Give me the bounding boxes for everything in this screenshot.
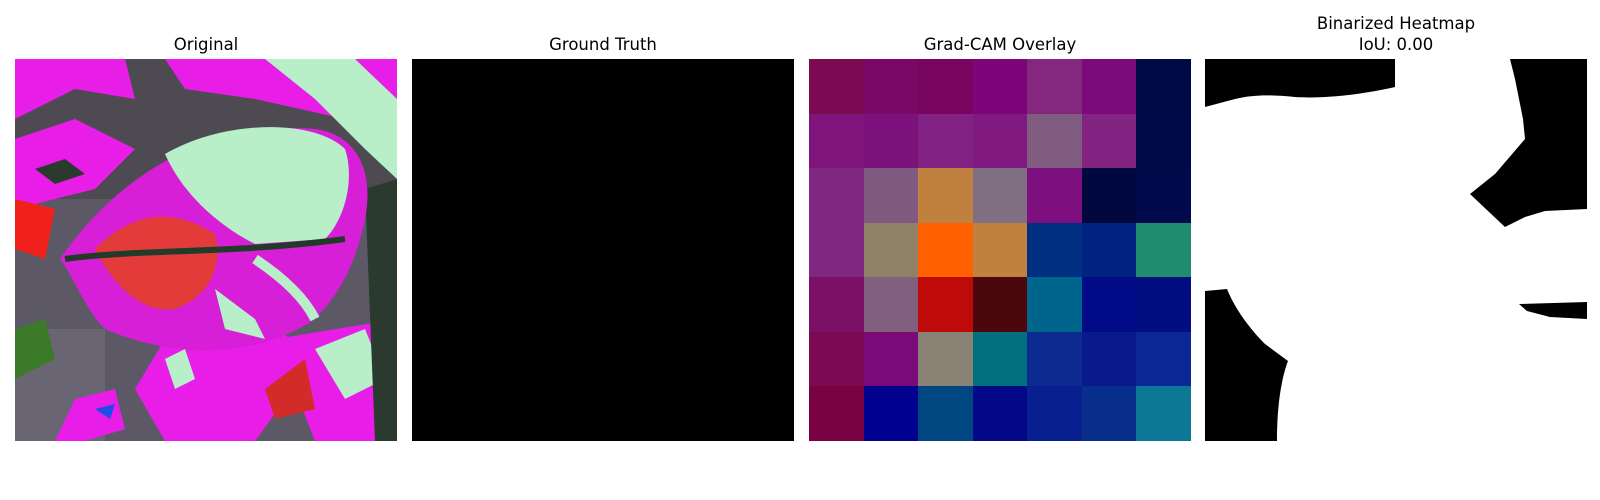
gradcam-cell [1136, 277, 1191, 332]
gradcam-cell [972, 168, 1028, 223]
gradcam-cell [863, 168, 919, 223]
gradcam-cell [918, 59, 973, 114]
ground-truth-panel: Ground Truth [412, 0, 794, 500]
gradcam-overlay [809, 59, 1191, 441]
gradcam-cell [1081, 386, 1137, 441]
gradcam-cell [1027, 59, 1082, 114]
gradcam-cell [1027, 222, 1082, 278]
gradcam-cell [1081, 59, 1137, 114]
gradcam-cell [863, 113, 919, 169]
gradcam-cell [809, 277, 864, 332]
gradcam-cell [1027, 168, 1082, 223]
gradcam-cell [1027, 113, 1082, 169]
gradcam-cell [972, 222, 1028, 278]
gradcam-cell [1027, 386, 1082, 441]
gradcam-cell [918, 386, 973, 441]
gradcam-cell [863, 277, 919, 332]
gradcam-cell [809, 222, 864, 278]
gradcam-cell [1136, 222, 1191, 278]
gradcam-cell [972, 386, 1028, 441]
original-image [15, 59, 397, 441]
gradcam-cell [1081, 277, 1137, 332]
ground-truth-mask [412, 59, 794, 441]
gradcam-cell [863, 386, 919, 441]
ground-truth-title: Ground Truth [549, 35, 657, 54]
original-title: Original [173, 35, 239, 54]
gradcam-cell [863, 331, 919, 387]
gradcam-cell [1136, 168, 1191, 223]
gradcam-cell [972, 113, 1028, 169]
gradcam-heatmap-grid [809, 59, 1191, 441]
original-panel: Original [15, 0, 397, 500]
gradcam-title: Grad-CAM Overlay [923, 35, 1077, 54]
gradcam-cell [918, 331, 973, 387]
gradcam-cell [972, 277, 1028, 332]
gradcam-cell [972, 331, 1028, 387]
gradcam-cell [972, 59, 1028, 114]
gradcam-cell [1081, 113, 1137, 169]
gradcam-cell [809, 168, 864, 223]
gradcam-cell [1136, 331, 1191, 387]
gradcam-cell [863, 59, 919, 114]
gradcam-cell [918, 113, 973, 169]
binarized-title: Binarized Heatmap IoU: 0.00 [1316, 14, 1476, 54]
gradcam-cell [1136, 113, 1191, 169]
gradcam-cell [809, 59, 864, 114]
gradcam-cell [918, 168, 973, 223]
gradcam-cell [1081, 168, 1137, 223]
gradcam-cell [918, 277, 973, 332]
gradcam-cell [863, 222, 919, 278]
binarized-heatmap [1205, 59, 1587, 441]
gradcam-cell [809, 113, 864, 169]
gradcam-cell [809, 386, 864, 441]
binarized-panel: Binarized Heatmap IoU: 0.00 [1205, 0, 1587, 500]
gradcam-cell [1136, 386, 1191, 441]
gradcam-panel: Grad-CAM Overlay [809, 0, 1191, 500]
gradcam-cell [1136, 59, 1191, 114]
gradcam-cell [809, 331, 864, 387]
gradcam-cell [1081, 331, 1137, 387]
gradcam-cell [1081, 222, 1137, 278]
gradcam-cell [1027, 277, 1082, 332]
gradcam-cell [918, 222, 973, 278]
gradcam-cell [1027, 331, 1082, 387]
